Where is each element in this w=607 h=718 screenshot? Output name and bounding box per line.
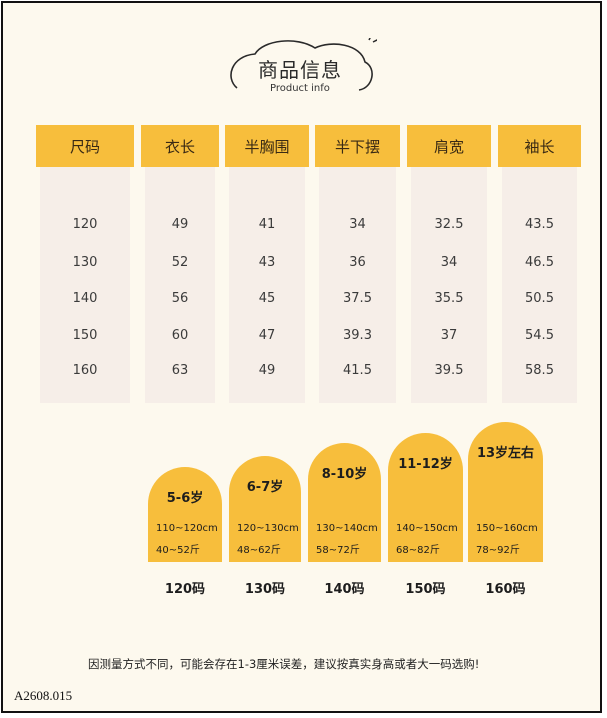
table-cell: 39.5: [434, 363, 464, 378]
table-cell: 39.3: [343, 328, 372, 343]
table-cell: 37: [440, 328, 458, 343]
table-cell: 49: [258, 363, 276, 378]
age-label: 6-7岁: [246, 480, 284, 495]
table-cell: 63: [171, 363, 189, 378]
height-range: 130~140cm: [316, 523, 378, 534]
column-header: 衣长: [141, 125, 219, 167]
age-label: 5-6岁: [166, 491, 204, 506]
table-cell: 150: [72, 328, 98, 343]
table-cell: 36: [349, 255, 366, 270]
height-range: 120~130cm: [237, 523, 299, 534]
table-cell: 58.5: [525, 363, 554, 378]
age-badge: [308, 443, 381, 562]
column-header: 尺码: [36, 125, 134, 167]
weight-range: 40~52斤: [156, 545, 200, 556]
column-header: 肩宽: [407, 125, 491, 167]
age-label: 11-12岁: [398, 457, 453, 472]
table-cell: 50.5: [525, 291, 554, 306]
weight-range: 48~62斤: [237, 545, 281, 556]
age-badge: [148, 467, 222, 562]
table-cell: 140: [72, 291, 98, 306]
column-background: [229, 167, 305, 403]
measurement-note: 因测量方式不同，可能会存在1-3厘米误差，建议按真实身高或者大一码选购!: [88, 657, 480, 671]
size-code: 150码: [405, 582, 446, 597]
column-background: [502, 167, 577, 403]
height-range: 150~160cm: [476, 523, 538, 534]
page-title: 商品信息: [258, 58, 342, 82]
age-badge: [468, 422, 543, 562]
weight-range: 68~82斤: [396, 545, 440, 556]
age-label: 8-10岁: [321, 467, 368, 482]
table-cell: 46.5: [525, 255, 554, 270]
table-cell: 56: [171, 291, 189, 306]
table-cell: 34: [349, 217, 366, 232]
height-range: 140~150cm: [396, 523, 458, 534]
size-code: 120码: [164, 582, 206, 597]
size-code: 130码: [244, 582, 286, 597]
table-cell: 41: [258, 217, 276, 232]
page-subtitle: Product info: [270, 83, 330, 94]
size-code: 140码: [324, 582, 365, 597]
table-cell: 41.5: [343, 363, 372, 378]
column-header: 半胸围: [225, 125, 309, 167]
header-bubble-icon: [227, 38, 377, 98]
table-cell: 32.5: [434, 217, 464, 232]
table-cell: 60: [171, 328, 189, 343]
column-background: [40, 167, 130, 403]
table-cell: 130: [72, 255, 98, 270]
table-cell: 43.5: [525, 217, 554, 232]
size-code: 160码: [485, 582, 526, 597]
age-badge: [388, 433, 463, 562]
column-background: [145, 167, 215, 403]
age-badge: [229, 456, 301, 562]
column-header: 半下摆: [315, 125, 400, 167]
table-cell: 49: [171, 217, 189, 232]
column-header: 袖长: [498, 125, 581, 167]
weight-range: 78~92斤: [476, 545, 520, 556]
table-cell: 43: [258, 255, 276, 270]
product-code: A2608.015: [14, 688, 73, 703]
table-cell: 34: [440, 255, 458, 270]
table-cell: 45: [258, 291, 276, 306]
table-cell: 120: [72, 217, 98, 232]
age-label: 13岁左右: [476, 446, 535, 461]
column-background: [319, 167, 396, 403]
table-cell: 47: [258, 328, 276, 343]
height-range: 110~120cm: [156, 523, 218, 534]
column-background: [411, 167, 487, 403]
table-cell: 52: [171, 255, 189, 270]
table-cell: 37.5: [343, 291, 372, 306]
table-cell: 35.5: [434, 291, 464, 306]
weight-range: 58~72斤: [316, 545, 360, 556]
table-cell: 160: [72, 363, 98, 378]
table-cell: 54.5: [525, 328, 554, 343]
